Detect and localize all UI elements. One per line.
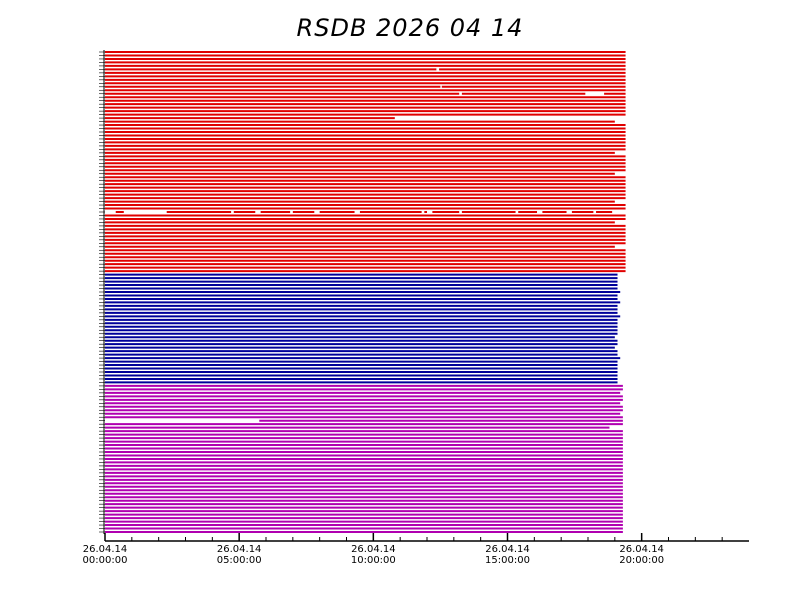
x-tick-label: 26.04.14 20:00:00: [619, 544, 664, 566]
x-tick-label: 26.04.14 05:00:00: [217, 544, 262, 566]
chart-title: RSDB 2026 04 14: [297, 14, 524, 42]
x-tick-label: 26.04.14 15:00:00: [485, 544, 530, 566]
x-tick-label: 26.04.14 10:00:00: [351, 544, 396, 566]
x-tick-label: 26.04.14 00:00:00: [83, 544, 128, 566]
